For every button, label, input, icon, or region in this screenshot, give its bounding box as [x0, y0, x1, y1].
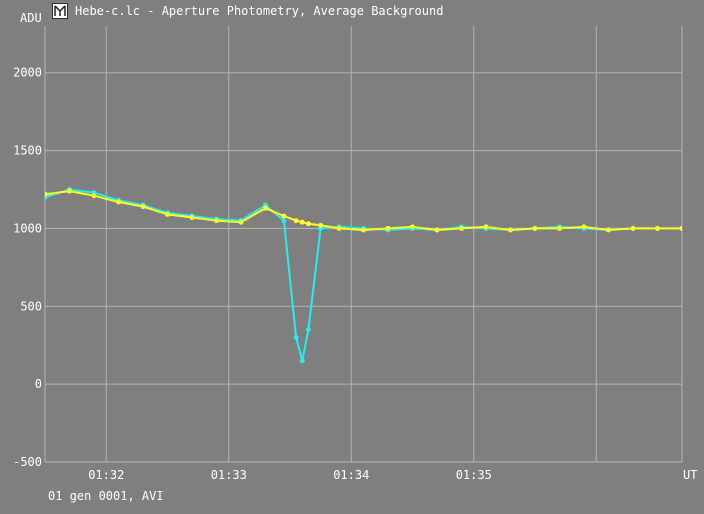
data-point	[293, 218, 299, 224]
data-point	[655, 225, 660, 231]
date-source-label: 01 gen 0001, AVI	[48, 489, 164, 503]
data-point	[293, 334, 299, 340]
data-point	[459, 225, 464, 231]
data-point	[263, 205, 268, 211]
y-tick-label: -500	[13, 455, 42, 469]
y-tick-label: 500	[20, 299, 42, 313]
y-tick-label: 1500	[13, 144, 42, 158]
x-tick-label: 01:35	[456, 468, 492, 482]
data-point	[606, 227, 611, 233]
data-point	[281, 218, 287, 224]
series-line	[45, 188, 682, 362]
y-tick-label: 1000	[13, 221, 42, 235]
data-point	[557, 225, 562, 231]
data-point	[318, 222, 324, 228]
data-point	[189, 215, 195, 221]
window-title: Hebe-c.lc - Aperture Photometry, Average…	[75, 4, 444, 18]
series-1	[45, 187, 682, 364]
data-point	[214, 218, 219, 224]
data-point	[410, 224, 415, 230]
data-point	[361, 227, 366, 233]
data-point	[508, 227, 513, 233]
data-point	[299, 358, 305, 364]
y-tick-label: 2000	[13, 66, 42, 80]
x-tick-label: 01:34	[333, 468, 369, 482]
data-point	[385, 225, 391, 231]
data-point	[238, 219, 244, 225]
data-point	[67, 188, 72, 194]
data-point	[116, 199, 121, 205]
data-point	[281, 213, 287, 219]
y-axis-label: ADU	[20, 11, 42, 25]
data-point	[45, 191, 48, 197]
x-tick-label: 01:32	[88, 468, 124, 482]
series-2	[45, 188, 682, 233]
data-point	[305, 221, 311, 227]
data-point	[140, 204, 146, 210]
data-point	[532, 225, 538, 231]
x-axis-label: UT	[683, 468, 697, 482]
data-point	[336, 225, 342, 231]
title-bar: Hebe-c.lc - Aperture Photometry, Average…	[0, 0, 704, 24]
data-point	[305, 327, 311, 333]
x-tick-label: 01:33	[211, 468, 247, 482]
data-point	[581, 224, 587, 230]
data-point	[679, 225, 682, 231]
y-tick-label: 0	[35, 377, 42, 391]
data-point	[299, 219, 305, 225]
data-point	[165, 211, 170, 217]
data-point	[483, 224, 489, 230]
data-point	[434, 227, 440, 233]
lightcurve-app-icon	[52, 3, 68, 19]
data-point	[630, 225, 636, 231]
data-point	[91, 193, 97, 199]
series-line	[45, 190, 682, 232]
